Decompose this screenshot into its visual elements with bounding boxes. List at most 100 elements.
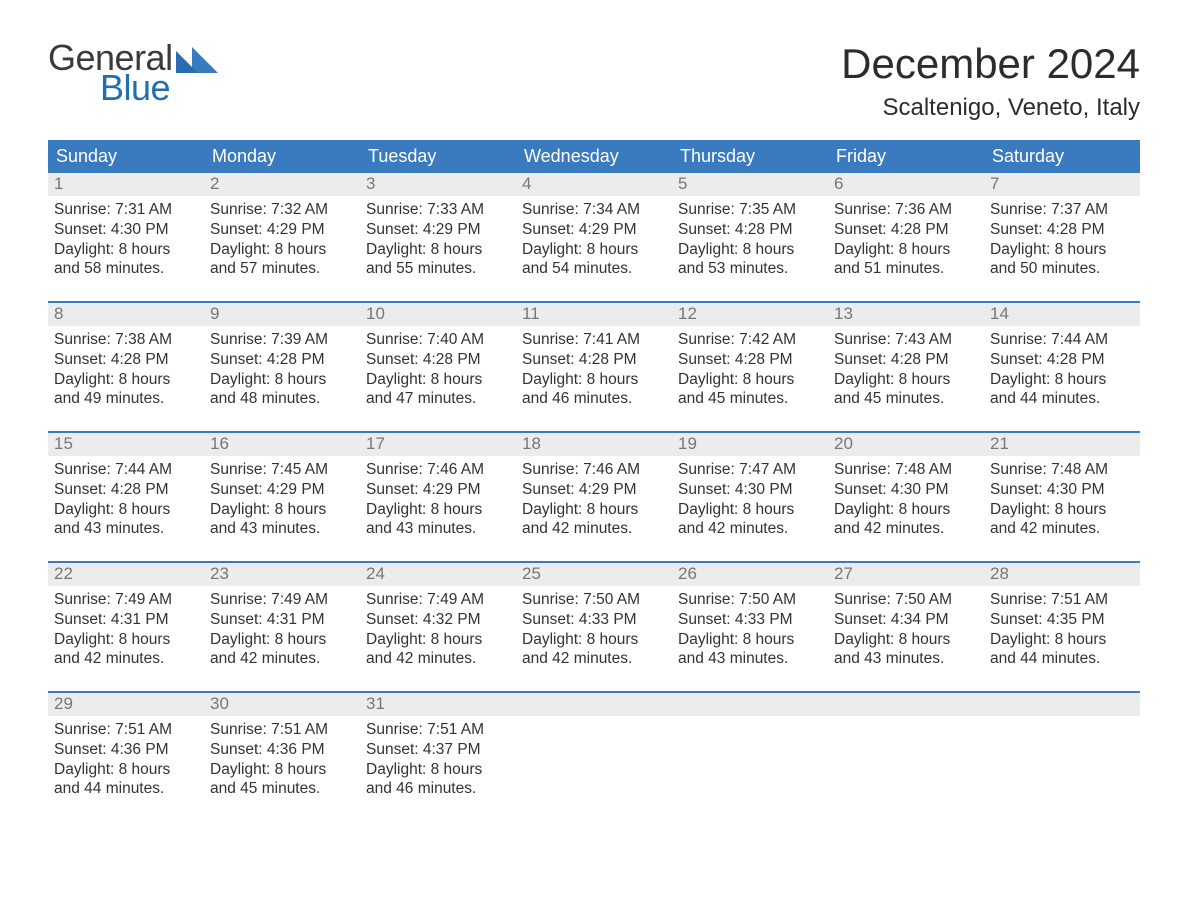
daylight-line: Daylight: 8 hours and 44 minutes. (54, 761, 170, 798)
daylight-line: Daylight: 8 hours and 43 minutes. (678, 631, 794, 668)
day-details: Sunrise: 7:48 AMSunset: 4:30 PMDaylight:… (984, 456, 1140, 539)
day-details: Sunrise: 7:43 AMSunset: 4:28 PMDaylight:… (828, 326, 984, 409)
sunset-line: Sunset: 4:28 PM (834, 221, 949, 238)
day-cell: . (828, 693, 984, 821)
daylight-line: Daylight: 8 hours and 46 minutes. (522, 371, 638, 408)
sunrise-line: Sunrise: 7:48 AM (990, 461, 1108, 478)
day-cell: 26Sunrise: 7:50 AMSunset: 4:33 PMDayligh… (672, 563, 828, 691)
day-number: . (828, 693, 984, 716)
day-number: . (672, 693, 828, 716)
day-cell: 17Sunrise: 7:46 AMSunset: 4:29 PMDayligh… (360, 433, 516, 561)
day-number: 26 (672, 563, 828, 586)
day-cell: . (672, 693, 828, 821)
sunrise-line: Sunrise: 7:35 AM (678, 201, 796, 218)
daylight-line: Daylight: 8 hours and 44 minutes. (990, 631, 1106, 668)
day-details: Sunrise: 7:46 AMSunset: 4:29 PMDaylight:… (516, 456, 672, 539)
daylight-line: Daylight: 8 hours and 42 minutes. (54, 631, 170, 668)
sunrise-line: Sunrise: 7:36 AM (834, 201, 952, 218)
daylight-line: Daylight: 8 hours and 45 minutes. (834, 371, 950, 408)
sunset-line: Sunset: 4:28 PM (54, 351, 169, 368)
day-number: 28 (984, 563, 1140, 586)
day-cell: 5Sunrise: 7:35 AMSunset: 4:28 PMDaylight… (672, 173, 828, 301)
day-cell: 20Sunrise: 7:48 AMSunset: 4:30 PMDayligh… (828, 433, 984, 561)
day-details: Sunrise: 7:34 AMSunset: 4:29 PMDaylight:… (516, 196, 672, 279)
daylight-line: Daylight: 8 hours and 42 minutes. (366, 631, 482, 668)
day-cell: 6Sunrise: 7:36 AMSunset: 4:28 PMDaylight… (828, 173, 984, 301)
sunrise-line: Sunrise: 7:38 AM (54, 331, 172, 348)
sunset-line: Sunset: 4:28 PM (54, 481, 169, 498)
week-row: 8Sunrise: 7:38 AMSunset: 4:28 PMDaylight… (48, 301, 1140, 431)
sunset-line: Sunset: 4:30 PM (54, 221, 169, 238)
day-cell: 28Sunrise: 7:51 AMSunset: 4:35 PMDayligh… (984, 563, 1140, 691)
day-number: 3 (360, 173, 516, 196)
day-cell: 2Sunrise: 7:32 AMSunset: 4:29 PMDaylight… (204, 173, 360, 301)
day-number: 25 (516, 563, 672, 586)
weekday-header: Monday (204, 140, 360, 173)
day-number: 31 (360, 693, 516, 716)
day-details: Sunrise: 7:44 AMSunset: 4:28 PMDaylight:… (984, 326, 1140, 409)
day-number: . (516, 693, 672, 716)
day-number: 5 (672, 173, 828, 196)
month-title: December 2024 (841, 40, 1140, 88)
day-cell: 30Sunrise: 7:51 AMSunset: 4:36 PMDayligh… (204, 693, 360, 821)
day-number: 23 (204, 563, 360, 586)
day-cell: 27Sunrise: 7:50 AMSunset: 4:34 PMDayligh… (828, 563, 984, 691)
day-number: 10 (360, 303, 516, 326)
day-number: 6 (828, 173, 984, 196)
brand-logo: General Blue (48, 40, 220, 106)
day-details: Sunrise: 7:51 AMSunset: 4:37 PMDaylight:… (360, 716, 516, 799)
weekday-header-row: Sunday Monday Tuesday Wednesday Thursday… (48, 140, 1140, 173)
daylight-line: Daylight: 8 hours and 42 minutes. (834, 501, 950, 538)
sunset-line: Sunset: 4:28 PM (990, 351, 1105, 368)
sunrise-line: Sunrise: 7:44 AM (990, 331, 1108, 348)
sunset-line: Sunset: 4:36 PM (54, 741, 169, 758)
day-cell: 10Sunrise: 7:40 AMSunset: 4:28 PMDayligh… (360, 303, 516, 431)
sunrise-line: Sunrise: 7:34 AM (522, 201, 640, 218)
day-cell: 16Sunrise: 7:45 AMSunset: 4:29 PMDayligh… (204, 433, 360, 561)
sunset-line: Sunset: 4:28 PM (210, 351, 325, 368)
sunset-line: Sunset: 4:28 PM (366, 351, 481, 368)
daylight-line: Daylight: 8 hours and 42 minutes. (522, 501, 638, 538)
day-details: Sunrise: 7:39 AMSunset: 4:28 PMDaylight:… (204, 326, 360, 409)
weekday-header: Thursday (672, 140, 828, 173)
day-cell: 8Sunrise: 7:38 AMSunset: 4:28 PMDaylight… (48, 303, 204, 431)
day-cell: 11Sunrise: 7:41 AMSunset: 4:28 PMDayligh… (516, 303, 672, 431)
day-cell: 15Sunrise: 7:44 AMSunset: 4:28 PMDayligh… (48, 433, 204, 561)
day-cell: 9Sunrise: 7:39 AMSunset: 4:28 PMDaylight… (204, 303, 360, 431)
week-row: 29Sunrise: 7:51 AMSunset: 4:36 PMDayligh… (48, 691, 1140, 821)
sunset-line: Sunset: 4:29 PM (366, 221, 481, 238)
day-details: Sunrise: 7:49 AMSunset: 4:32 PMDaylight:… (360, 586, 516, 669)
day-cell: 14Sunrise: 7:44 AMSunset: 4:28 PMDayligh… (984, 303, 1140, 431)
day-cell: . (516, 693, 672, 821)
daylight-line: Daylight: 8 hours and 45 minutes. (210, 761, 326, 798)
weekday-header: Saturday (984, 140, 1140, 173)
daylight-line: Daylight: 8 hours and 45 minutes. (678, 371, 794, 408)
day-cell: 18Sunrise: 7:46 AMSunset: 4:29 PMDayligh… (516, 433, 672, 561)
day-details: Sunrise: 7:51 AMSunset: 4:36 PMDaylight:… (204, 716, 360, 799)
day-details: Sunrise: 7:35 AMSunset: 4:28 PMDaylight:… (672, 196, 828, 279)
sunset-line: Sunset: 4:35 PM (990, 611, 1105, 628)
sunrise-line: Sunrise: 7:49 AM (366, 591, 484, 608)
day-cell: . (984, 693, 1140, 821)
daylight-line: Daylight: 8 hours and 48 minutes. (210, 371, 326, 408)
sunrise-line: Sunrise: 7:51 AM (54, 721, 172, 738)
day-details: Sunrise: 7:47 AMSunset: 4:30 PMDaylight:… (672, 456, 828, 539)
sunset-line: Sunset: 4:37 PM (366, 741, 481, 758)
daylight-line: Daylight: 8 hours and 55 minutes. (366, 241, 482, 278)
sunset-line: Sunset: 4:29 PM (522, 221, 637, 238)
daylight-line: Daylight: 8 hours and 42 minutes. (210, 631, 326, 668)
sunrise-line: Sunrise: 7:33 AM (366, 201, 484, 218)
sunrise-line: Sunrise: 7:43 AM (834, 331, 952, 348)
weekday-header: Sunday (48, 140, 204, 173)
day-cell: 12Sunrise: 7:42 AMSunset: 4:28 PMDayligh… (672, 303, 828, 431)
sunset-line: Sunset: 4:30 PM (834, 481, 949, 498)
day-details: Sunrise: 7:49 AMSunset: 4:31 PMDaylight:… (48, 586, 204, 669)
day-number: 17 (360, 433, 516, 456)
sunset-line: Sunset: 4:28 PM (990, 221, 1105, 238)
day-number: 9 (204, 303, 360, 326)
sunset-line: Sunset: 4:29 PM (522, 481, 637, 498)
sunset-line: Sunset: 4:34 PM (834, 611, 949, 628)
sunrise-line: Sunrise: 7:51 AM (366, 721, 484, 738)
sunset-line: Sunset: 4:33 PM (522, 611, 637, 628)
day-number: 21 (984, 433, 1140, 456)
